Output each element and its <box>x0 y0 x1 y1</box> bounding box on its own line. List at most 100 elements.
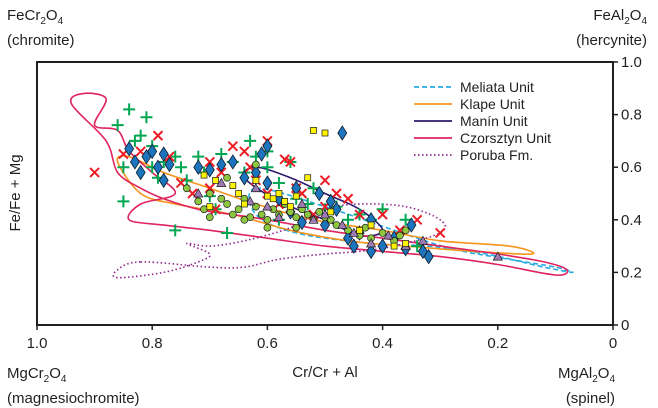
data-point-circle <box>205 189 214 198</box>
data-point-circle <box>263 223 272 232</box>
data-point-plus <box>117 195 130 208</box>
data-point-x <box>285 156 296 168</box>
data-point-circle <box>303 210 312 219</box>
data-point-diamond <box>227 154 238 170</box>
data-point-plus <box>111 119 124 132</box>
data-point-diamond <box>124 141 135 157</box>
data-point-triangle <box>245 196 256 206</box>
data-point-plus <box>169 224 182 237</box>
data-point-x <box>227 140 239 152</box>
data-point-x <box>279 154 290 165</box>
corner-label-top-right: FeAl2O4 (hercynite) <box>576 6 647 50</box>
x-tick-label: 1.0 <box>27 335 48 352</box>
data-point-diamond <box>348 238 359 254</box>
data-point-circle <box>292 223 301 232</box>
data-point-circle <box>223 200 231 208</box>
x-tick-label: 0.2 <box>487 335 508 352</box>
legend-label: Meliata Unit <box>460 79 534 95</box>
data-point-plus <box>307 182 320 195</box>
x-tick-label: 0.6 <box>257 335 278 352</box>
data-point-triangle <box>319 209 331 219</box>
data-point-x <box>89 167 100 178</box>
data-point-plus <box>169 150 182 163</box>
data-point-plus <box>399 213 412 226</box>
data-point-plus <box>175 161 187 174</box>
corner-formula: FeCr2O4 <box>7 7 64 27</box>
corner-label-top-left: FeCr2O4 (chromite) <box>7 6 75 50</box>
data-point-x <box>319 175 331 186</box>
legend-label: Czorsztyn Unit <box>460 130 551 146</box>
data-point-triangle <box>308 214 319 224</box>
data-point-square <box>390 242 398 250</box>
data-point-x <box>342 193 354 204</box>
data-point-diamond <box>135 164 146 181</box>
y-tick-label: 0.6 <box>621 159 642 176</box>
data-point-diamond <box>164 156 175 173</box>
data-point-square <box>269 195 277 203</box>
data-point-square <box>281 198 289 205</box>
data-point-diamond <box>256 146 267 162</box>
data-point-circle <box>292 213 301 222</box>
data-point-triangle <box>365 238 377 248</box>
data-point-circle <box>234 205 243 214</box>
data-point-diamond <box>320 217 330 233</box>
y-axis-label: Fe/Fe + Mg <box>7 154 24 231</box>
legend-label: Poruba Fm. <box>460 147 533 163</box>
data-point-x <box>331 188 342 199</box>
data-point-triangle <box>273 211 285 222</box>
corner-mineral-name: (chromite) <box>7 32 75 49</box>
data-point-diamond <box>314 185 325 202</box>
data-point-square <box>229 182 237 189</box>
data-point-triangle <box>348 227 359 237</box>
data-point-square <box>402 240 409 247</box>
x-tick-label: 0.4 <box>372 335 393 352</box>
data-point-circle <box>223 173 231 182</box>
data-point-square <box>275 190 283 197</box>
x-tick-label: 0 <box>609 335 617 352</box>
data-point-triangle <box>250 183 261 193</box>
data-point-diamond <box>204 162 215 178</box>
field-outline <box>248 187 574 274</box>
x-axis-label: Cr/Cr + Al <box>292 364 357 381</box>
corner-formula: MgAl2O4 <box>558 365 615 385</box>
data-point-plus <box>221 226 234 239</box>
legend-label: Klape Unit <box>460 96 525 112</box>
data-point-plus <box>272 176 285 189</box>
data-point-square <box>235 190 242 197</box>
data-point-triangle <box>492 251 503 261</box>
data-point-plus <box>117 161 130 174</box>
data-point-diamond <box>337 125 348 141</box>
field-outline <box>112 203 447 279</box>
data-point-circle <box>228 210 237 219</box>
data-point-circle <box>217 194 226 203</box>
data-point-triangle <box>193 188 204 198</box>
data-point-triangle <box>337 219 348 229</box>
data-point-triangle <box>417 235 429 245</box>
data-point-square <box>304 174 312 182</box>
data-point-circle <box>257 210 266 219</box>
data-point-diamond <box>147 143 158 160</box>
corner-label-bottom-right: MgAl2O4 (spinel) <box>558 364 615 408</box>
data-point-triangle <box>216 177 227 187</box>
data-point-plus <box>128 134 141 147</box>
data-point-diamond <box>158 172 169 189</box>
data-point-diamond <box>129 154 140 170</box>
data-point-circle <box>182 184 191 193</box>
data-point-circle <box>194 197 203 206</box>
corner-mineral-name: (spinel) <box>565 390 615 407</box>
data-point-x <box>152 130 164 141</box>
data-point-diamond <box>377 238 388 254</box>
data-point-diamond <box>152 159 163 175</box>
data-point-circle <box>263 215 272 224</box>
corner-formula: MgCr2O4 <box>7 365 67 385</box>
corner-mineral-name: (hercynite) <box>576 32 647 49</box>
y-tick-label: 1.0 <box>621 54 642 71</box>
data-point-circle <box>205 213 214 222</box>
data-point-circle <box>252 160 260 169</box>
data-point-triangle <box>262 201 273 211</box>
y-tick-label: 0.4 <box>621 212 642 229</box>
data-point-square <box>287 203 294 210</box>
data-point-plus <box>342 213 355 226</box>
